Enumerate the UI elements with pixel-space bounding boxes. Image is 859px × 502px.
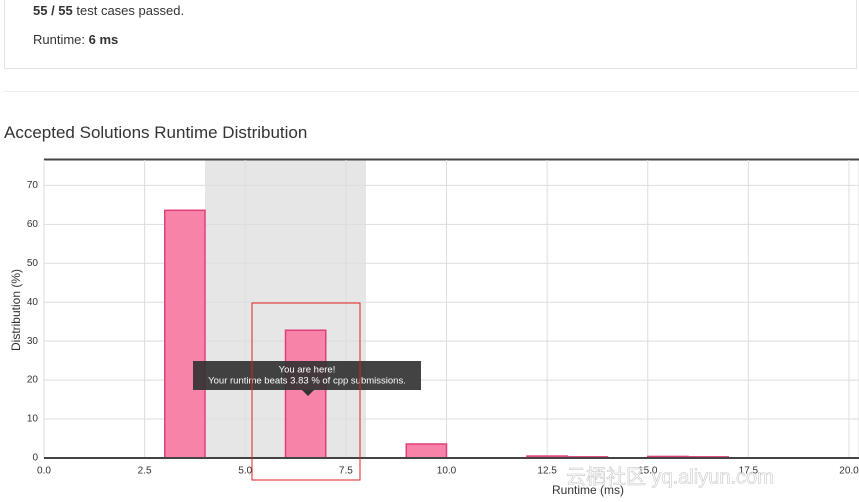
runtime-label: Runtime: (33, 32, 86, 47)
chart-title: Accepted Solutions Runtime Distribution (4, 123, 308, 142)
x-tick-label: 0.0 (37, 466, 51, 477)
y-tick-label: 0 (32, 453, 38, 464)
x-tick-label: 15.0 (638, 466, 658, 477)
bar (284, 329, 327, 459)
y-tick-label: 20 (27, 375, 39, 386)
x-tick-label: 7.5 (339, 466, 353, 477)
x-tick-label: 20.0 (839, 466, 859, 477)
y-tick-label: 60 (27, 219, 39, 230)
tooltip-text: Your runtime beats 3.83 % of cpp submiss… (208, 376, 406, 387)
passed-count: 55 / 55 (33, 3, 73, 18)
annotation-box (251, 302, 361, 481)
watermark: 云栖社区 yq.aliyun.com (566, 465, 774, 488)
y-tick-label: 30 (27, 336, 39, 347)
x-tick-label: 17.5 (739, 466, 759, 477)
divider (4, 91, 859, 92)
y-tick-label: 70 (27, 180, 39, 191)
y-tick-label: 50 (27, 258, 39, 269)
runtime-value: 6 ms (88, 32, 119, 47)
tooltip-pointer (302, 390, 314, 396)
x-tick-label: 10.0 (437, 466, 457, 477)
tooltip-box (193, 361, 421, 390)
y-axis-label: Distribution (%) (9, 269, 23, 351)
tooltip-title: You are here! (279, 365, 336, 376)
test-status: 55 / 55 test cases passed. (33, 3, 184, 18)
x-tick-label: 5.0 (238, 466, 252, 477)
x-tick-label: 12.5 (537, 466, 557, 477)
bar (164, 209, 206, 459)
passed-text: test cases passed. (76, 3, 185, 18)
y-tick-label: 40 (27, 297, 39, 308)
result-panel: 55 / 55 test cases passed. Runtime: 6 ms (4, 0, 857, 69)
x-tick-label: 2.5 (138, 466, 152, 477)
bar (405, 443, 448, 459)
x-axis-label: Runtime (ms) (552, 483, 624, 497)
y-tick-label: 10 (27, 414, 39, 425)
runtime: Runtime: 6 ms (33, 32, 118, 47)
